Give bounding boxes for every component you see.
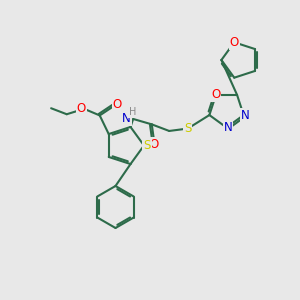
Text: H: H	[129, 107, 136, 117]
Text: O: O	[112, 98, 122, 111]
Text: O: O	[76, 102, 86, 115]
Text: O: O	[211, 88, 220, 101]
Text: O: O	[150, 138, 159, 151]
Text: N: N	[224, 121, 232, 134]
Text: N: N	[122, 112, 131, 125]
Text: N: N	[241, 109, 250, 122]
Text: O: O	[230, 36, 239, 49]
Text: S: S	[184, 122, 191, 135]
Text: S: S	[143, 139, 151, 152]
